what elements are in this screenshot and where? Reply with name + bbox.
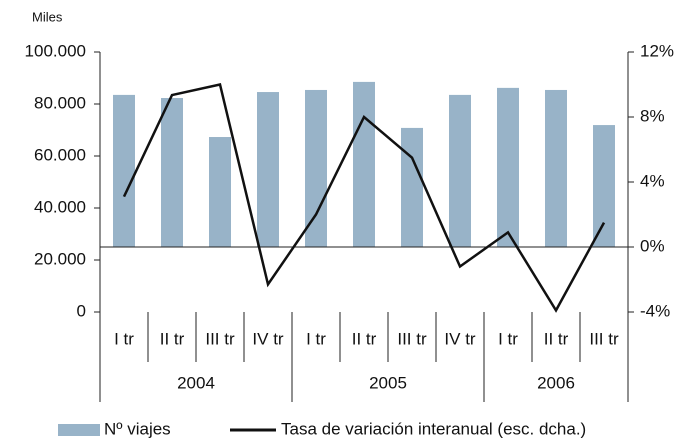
bar bbox=[449, 94, 471, 248]
bar bbox=[257, 92, 279, 247]
bar bbox=[593, 125, 615, 247]
y-tick-label: 60.000 bbox=[34, 145, 86, 164]
line-series bbox=[122, 83, 606, 313]
y-tick-label: 100.000 bbox=[25, 41, 86, 60]
y2-tick-label: -4% bbox=[640, 301, 670, 320]
y-tick-label: 40.000 bbox=[34, 197, 86, 216]
x-tick-label: I tr bbox=[114, 329, 134, 348]
x-tick-label: IV tr bbox=[444, 329, 476, 348]
y-tick-label: 80.000 bbox=[34, 93, 86, 112]
bar bbox=[401, 127, 423, 247]
bar bbox=[113, 94, 135, 248]
group-label: 2004 bbox=[177, 373, 215, 392]
x-tick-label: IV tr bbox=[252, 329, 284, 348]
x-tick-label: III tr bbox=[589, 329, 619, 348]
bar bbox=[353, 81, 375, 248]
bar bbox=[545, 89, 567, 248]
x-tick-label: II tr bbox=[544, 329, 569, 348]
y2-tick-label: 0% bbox=[640, 236, 665, 255]
legend-swatch bbox=[58, 424, 100, 436]
x-tick-label: III tr bbox=[205, 329, 235, 348]
bar bbox=[161, 98, 183, 248]
x-tick-label: I tr bbox=[306, 329, 326, 348]
y-tick-label: 0 bbox=[77, 301, 86, 320]
y2-tick-label: 12% bbox=[640, 41, 674, 60]
x-tick-label: III tr bbox=[397, 329, 427, 348]
y2-tick-label: 4% bbox=[640, 171, 665, 190]
legend-label: Tasa de variación interanual (esc. dcha.… bbox=[281, 419, 586, 438]
group-label: 2005 bbox=[369, 373, 407, 392]
y-tick-label: 20.000 bbox=[34, 249, 86, 268]
y2-tick-label: 8% bbox=[640, 106, 665, 125]
group-label: 2006 bbox=[537, 373, 575, 392]
bar bbox=[209, 137, 231, 247]
legend-label: Nº viajes bbox=[104, 419, 171, 438]
y-axis-label: Miles bbox=[32, 9, 63, 24]
x-tick-label: II tr bbox=[352, 329, 377, 348]
bar bbox=[497, 87, 519, 247]
x-tick-label: I tr bbox=[498, 329, 518, 348]
x-tick-label: II tr bbox=[160, 329, 185, 348]
bar bbox=[305, 89, 327, 248]
